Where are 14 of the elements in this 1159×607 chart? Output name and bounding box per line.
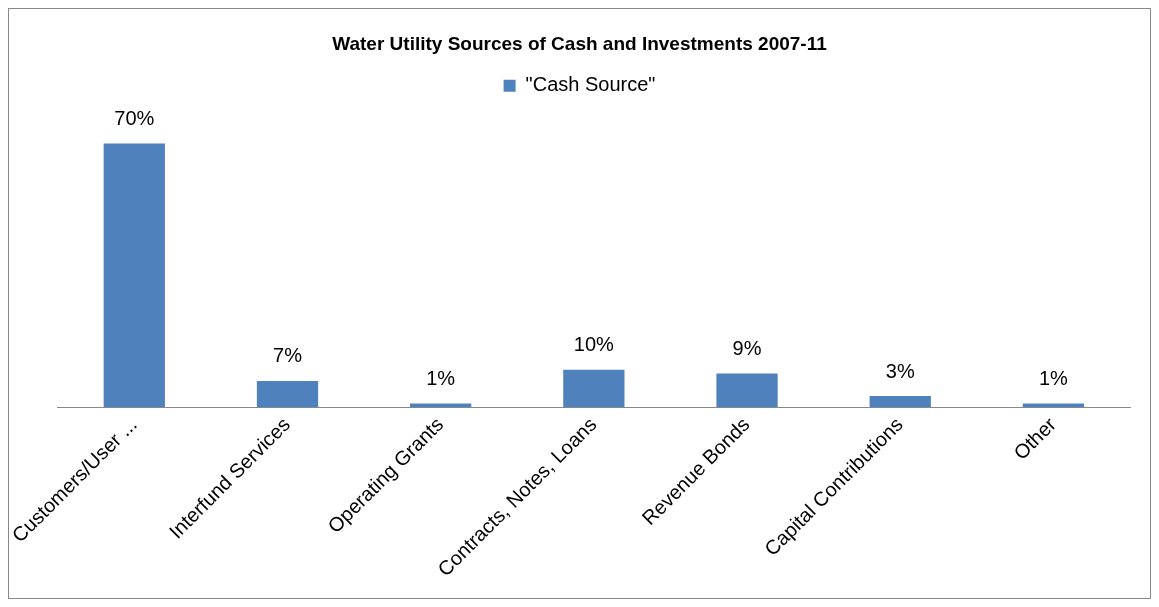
chart-title: Water Utility Sources of Cash and Investments 2007-11 (332, 32, 828, 54)
bar (103, 143, 165, 408)
legend-label: "Cash Source" (525, 73, 656, 96)
bar (716, 373, 778, 408)
bar (869, 396, 931, 408)
data-label: 3% (885, 359, 915, 382)
data-label: 7% (273, 344, 303, 367)
data-label: 1% (1038, 367, 1069, 390)
data-label: 9% (732, 336, 762, 359)
data-label: 1% (426, 367, 456, 390)
data-label: 70% (114, 107, 155, 130)
bar (563, 369, 625, 408)
bar (256, 380, 319, 408)
data-label: 10% (573, 333, 615, 356)
